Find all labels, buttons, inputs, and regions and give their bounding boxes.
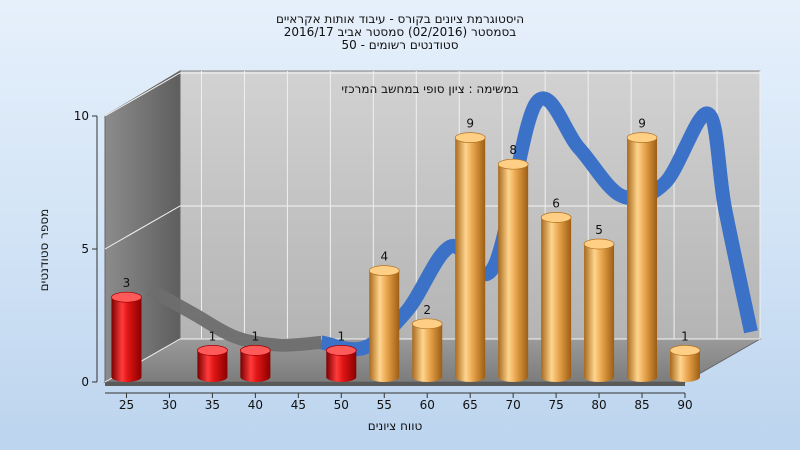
bar-cap xyxy=(669,345,701,356)
bar-cap xyxy=(454,132,486,143)
x-tick-label: 40 xyxy=(248,398,263,412)
bar: 1 xyxy=(197,329,228,382)
bar-cap xyxy=(240,345,271,356)
y-tick-label: 5 xyxy=(81,242,89,256)
x-tick-label: 75 xyxy=(548,398,563,412)
bar-body xyxy=(197,350,228,382)
chart-subtitle: במשימה : ציון סופי במחשב המרכזי xyxy=(341,82,518,96)
bar-value-label: 3 xyxy=(123,276,131,290)
x-axis-label: טווח ציונים xyxy=(368,419,423,433)
bar-body xyxy=(326,350,357,382)
bar-value-label: 9 xyxy=(466,117,474,131)
titles: היסטוגרמת ציונים בקורס - עיבוד אותות אקר… xyxy=(276,12,524,52)
y-axis-label: מספר סטודנטים xyxy=(37,209,51,292)
bar-value-label: 2 xyxy=(423,303,431,317)
bar-body xyxy=(455,137,486,382)
x-tick-label: 25 xyxy=(119,398,134,412)
bar-cap xyxy=(583,238,615,250)
gridline-y xyxy=(104,72,760,117)
bar-value-label: 1 xyxy=(681,329,689,343)
bar: 9 xyxy=(626,117,658,382)
bar-body xyxy=(412,323,443,382)
x-tick-label: 65 xyxy=(463,398,478,412)
x-tick-label: 90 xyxy=(677,398,692,412)
bar: 8 xyxy=(497,143,529,382)
x-tick-label: 55 xyxy=(377,398,392,412)
bar-body xyxy=(627,137,658,382)
bar-body xyxy=(369,270,400,382)
bar-cap xyxy=(540,212,572,223)
bar: 2 xyxy=(411,303,443,382)
x-tick-label: 50 xyxy=(334,398,349,412)
bar: 3 xyxy=(111,276,142,382)
bar-body xyxy=(584,244,615,382)
bar-cap xyxy=(497,158,529,170)
bar-body xyxy=(670,350,700,382)
x-tick-label: 30 xyxy=(162,398,177,412)
bar: 6 xyxy=(540,196,572,382)
bar-value-label: 4 xyxy=(380,250,388,264)
chart-title-line-1: היסטוגרמת ציונים בקורס - עיבוד אותות אקר… xyxy=(276,12,524,26)
trend-ribbon xyxy=(146,91,758,357)
floor-front-edge xyxy=(105,382,685,386)
x-tick-label: 60 xyxy=(420,398,435,412)
bar: 1 xyxy=(669,329,701,382)
bar-cap xyxy=(111,291,142,303)
bar-value-label: 1 xyxy=(209,329,217,343)
bar-value-label: 6 xyxy=(552,196,560,210)
x-tick-label: 45 xyxy=(291,398,306,412)
bar-body xyxy=(111,297,142,382)
bar-value-label: 1 xyxy=(252,329,260,343)
bar-cap xyxy=(325,345,357,356)
trend-segment-gray xyxy=(146,283,322,352)
y-tick-label: 10 xyxy=(74,109,89,123)
bar: 1 xyxy=(240,329,271,382)
chart-title-line-3: סטודנטים רשומים - 50 xyxy=(341,38,458,52)
bar-value-label: 1 xyxy=(337,329,345,343)
x-tick-label: 35 xyxy=(205,398,220,412)
bar-body xyxy=(498,164,529,382)
x-tick-label: 70 xyxy=(506,398,521,412)
y-tick-label: 0 xyxy=(81,375,89,389)
y-axis: 0 5 10 xyxy=(74,109,98,389)
bar-cap xyxy=(197,345,228,356)
trend-segment-blue xyxy=(319,91,758,357)
chart-title-line-2: בסמסטר (02/2016) סמסטר אביב 2016/17 xyxy=(284,25,516,39)
bar-cap xyxy=(411,318,443,330)
bar-body xyxy=(541,217,572,382)
bar-value-label: 8 xyxy=(509,143,517,157)
bars: 3 1 1 1 4 2 9 8 6 5 9 1 xyxy=(111,117,701,382)
bar-body xyxy=(240,350,271,382)
bar-value-label: 5 xyxy=(595,223,603,237)
gridline-y xyxy=(104,205,760,250)
x-axis: 25 30 35 40 45 50 55 60 65 70 75 80 85 90 xyxy=(105,392,693,412)
bar: 1 xyxy=(325,329,357,382)
bar: 9 xyxy=(454,117,486,382)
bar: 5 xyxy=(583,223,615,382)
x-tick-label: 80 xyxy=(591,398,606,412)
bar-cap xyxy=(368,265,400,276)
bar-cap xyxy=(626,132,658,143)
bar-value-label: 9 xyxy=(638,117,646,131)
bar: 4 xyxy=(368,250,400,382)
x-tick-label: 85 xyxy=(634,398,649,412)
